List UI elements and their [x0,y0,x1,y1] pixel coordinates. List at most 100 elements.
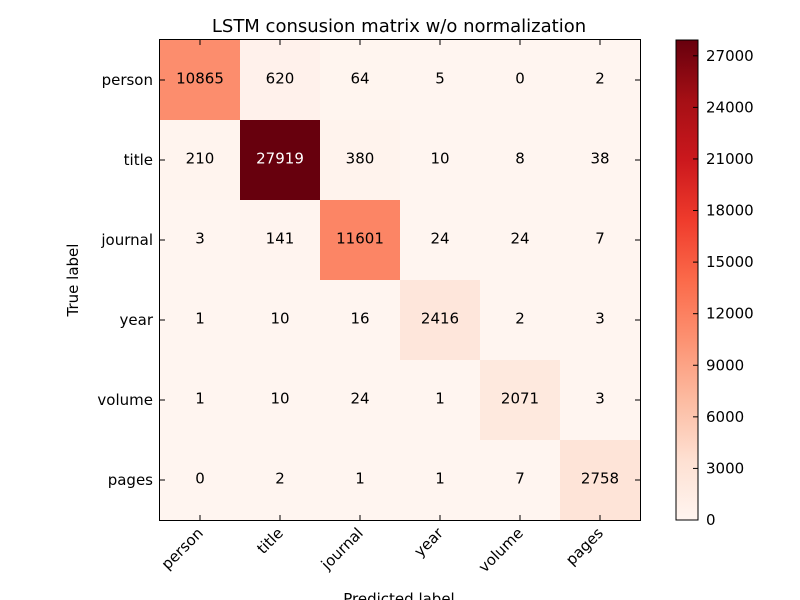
y-axis-label: True label [64,244,82,318]
heatmap-cell [240,200,321,281]
cell-value-label: 2 [275,470,285,488]
heatmap-cell [240,40,321,121]
cell-value-label: 380 [346,150,375,168]
cell-value-label: 620 [266,70,295,88]
heatmap-cell [160,440,241,521]
cell-value-label: 0 [195,470,205,488]
cell-value-label: 8 [515,150,525,168]
cell-value-label: 24 [430,230,449,248]
x-tick-label: volume [475,524,527,576]
x-tick-label: journal [317,524,367,574]
heatmap-cell [320,360,401,441]
heatmap-cell [560,360,641,441]
heatmap-cell [320,440,401,521]
heatmap-cell [160,360,241,441]
colorbar-tick-label: 9000 [706,356,744,374]
cell-value-label: 24 [350,390,369,408]
cell-value-label: 10 [430,150,449,168]
y-tick-label: title [124,151,153,169]
cell-value-label: 1 [435,470,445,488]
colorbar-tick-label: 6000 [706,408,744,426]
cell-value-label: 16 [350,310,369,328]
heatmap-cell [400,280,481,361]
heatmap-cell [480,440,561,521]
cell-value-label: 7 [515,470,525,488]
cell-value-label: 5 [435,70,445,88]
colorbar-tick-label: 0 [706,511,716,529]
x-tick-label: person [158,524,207,573]
cell-value-label: 2 [595,70,605,88]
y-tick-label: pages [108,471,153,489]
axis-ticks [160,40,640,520]
colorbar-tick-label: 3000 [706,459,744,477]
heatmap-cell [160,200,241,281]
heatmap-cell [480,200,561,281]
colorbar-tick-label: 18000 [706,202,754,220]
cell-value-label: 24 [510,230,529,248]
heatmap-cell [160,280,241,361]
y-tick-label: year [120,311,154,329]
heatmap-cell [240,280,321,361]
heatmap-cell [160,40,241,121]
y-tick-label: volume [97,391,153,409]
colorbar [675,39,699,521]
heatmap-cell [400,360,481,441]
heatmap-cell [480,120,561,201]
cell-value-label: 38 [590,150,609,168]
cell-value-label: 0 [515,70,525,88]
y-tick-label: person [102,71,153,89]
colorbar-tick-label: 12000 [706,305,754,323]
cell-value-label: 10 [270,310,289,328]
colorbar-tick-label: 27000 [706,47,754,65]
cell-value-label: 2416 [421,310,459,328]
heatmap-cell [400,40,481,121]
cell-value-label: 1 [195,310,205,328]
cell-value-label: 210 [186,150,215,168]
heatmap-cell [240,440,321,521]
cell-value-label: 2 [515,310,525,328]
heatmap-cell [240,360,321,441]
cell-value-label: 3 [595,310,605,328]
cell-value-label: 7 [595,230,605,248]
cell-value-label: 141 [266,230,295,248]
heatmap-cell [320,200,401,281]
x-axis-label: Predicted label [343,590,454,600]
cell-value-label: 2071 [501,390,539,408]
heatmap-cell [480,360,561,441]
y-tick-label: journal [100,231,153,249]
x-tick-label: year [410,524,447,561]
heatmap-cell [480,40,561,121]
cell-value-label: 10865 [176,70,224,88]
cell-value-label: 27919 [256,150,304,168]
colorbar-tick-label: 21000 [706,150,754,168]
cell-value-label: 1 [355,470,365,488]
chart-title: LSTM consusion matrix w/o normalization [212,16,586,37]
heatmap-cell [320,280,401,361]
heatmap-cell [320,40,401,121]
heatmap-cell [240,120,321,201]
colorbar-ticks: 0 3000 6000 9000 12000 15000 18000 21000 24000 27… [693,47,754,529]
cell-value-label: 3 [195,230,205,248]
plot-frame [159,39,641,521]
x-tick-label: pages [562,524,607,569]
colorbar-tick-label: 24000 [706,98,754,116]
heatmap-cell [560,440,641,521]
heatmap-cell [480,280,561,361]
cell-value-label: 10 [270,390,289,408]
heatmap-cell [160,120,241,201]
cell-value-label: 1 [195,390,205,408]
cell-value-label: 64 [350,70,369,88]
heatmap-cell [560,40,641,121]
heatmap-cell [320,120,401,201]
x-tick-label: title [253,524,286,557]
y-tick-labels: person title journal year volume pages [97,71,153,489]
colorbar-tick-label: 15000 [706,253,754,271]
cell-value-label: 3 [595,390,605,408]
heatmap-cell [400,200,481,281]
cell-value-label: 1 [435,390,445,408]
heatmap-cell [400,440,481,521]
heatmap-cell [560,280,641,361]
heatmap-cell [400,120,481,201]
